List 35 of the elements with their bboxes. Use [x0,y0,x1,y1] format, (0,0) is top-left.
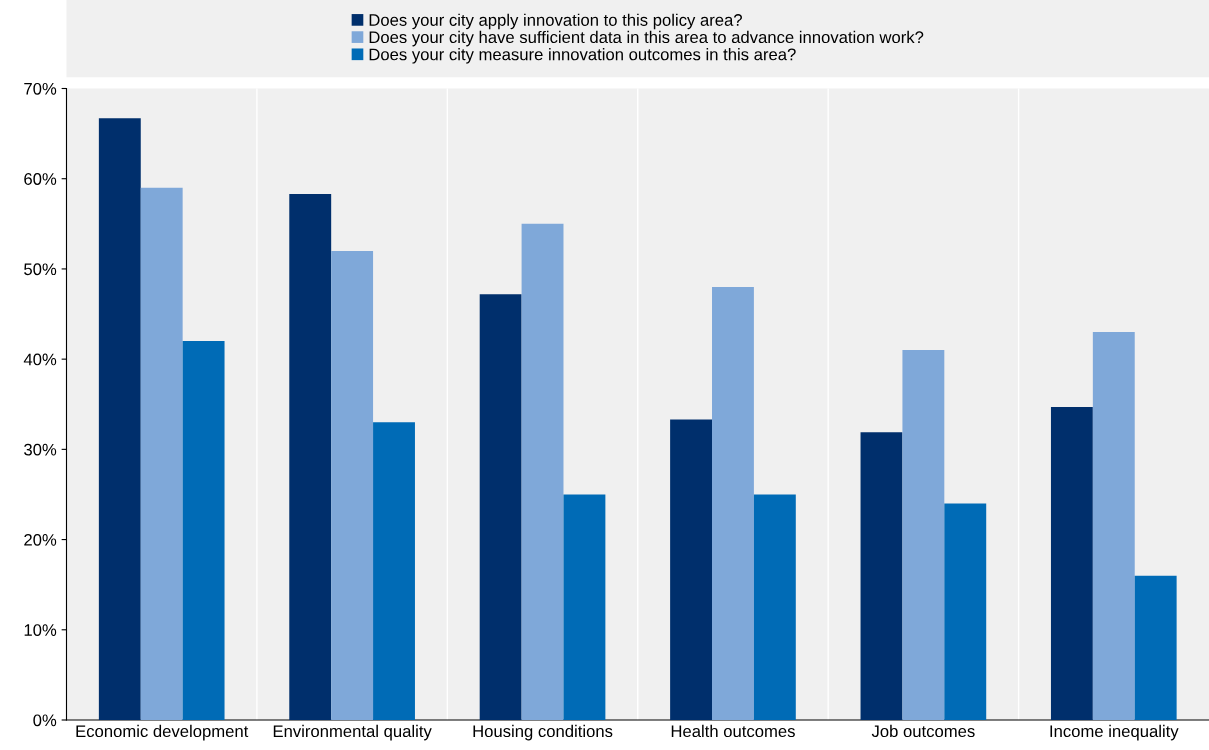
y-tick-label: 50% [24,263,57,276]
bar [1092,332,1135,720]
bar [944,503,987,720]
legend-label: Does your city have sufficient data in this area to advance innovation work? [369,30,924,47]
x-tick-label: Economic development [76,724,249,741]
x-tick-label: Housing conditions [473,724,613,741]
bar [670,419,713,720]
bar [479,294,522,720]
bar [289,194,332,720]
y-tick-label: 70% [24,82,57,95]
x-tick-label: Health outcomes [671,724,795,738]
y-tick-label: 60% [24,173,57,185]
bar [563,494,606,720]
x-tick-label: Environmental quality [273,724,432,741]
legend-label: Does your city measure innovation outcomes in this area? [369,48,796,64]
y-tick-label: 40% [23,353,57,366]
bar [331,250,374,720]
bar [1134,575,1177,720]
bar [182,341,225,720]
bar [98,118,141,720]
legend-label: Does your city apply innovation to this policy area? [369,13,742,30]
y-tick-label: 20% [24,533,57,546]
bar [753,494,796,720]
bar [712,286,754,720]
y-tick-label: 10% [24,624,57,636]
bar [902,350,945,720]
bar [860,432,903,720]
x-tick-label: Income inequality [1050,724,1179,741]
y-tick-label: 30% [24,443,57,456]
bar [521,223,564,720]
bar [140,187,183,720]
bar [1050,406,1093,720]
bar [373,422,415,720]
x-tick-label: Job outcomes [871,724,975,738]
y-tick-label: 0% [33,714,57,727]
